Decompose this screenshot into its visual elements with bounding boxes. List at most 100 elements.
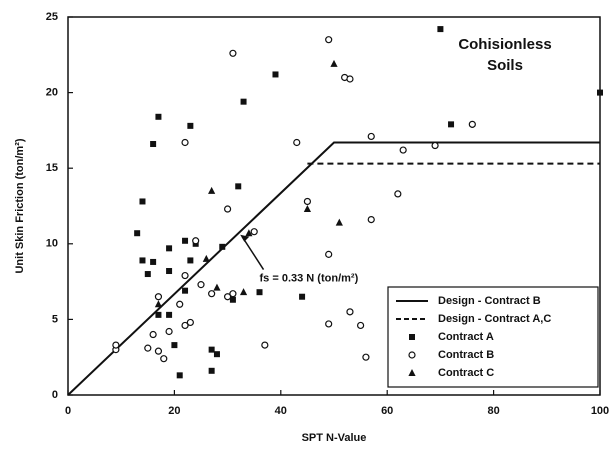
- marker-square: [155, 113, 162, 120]
- marker-circle: [362, 353, 370, 361]
- marker-triangle: [208, 186, 216, 194]
- marker-circle: [367, 216, 375, 224]
- marker-square: [240, 98, 247, 105]
- legend-box: [387, 286, 599, 388]
- marker-square: [182, 237, 189, 244]
- marker-square: [235, 183, 242, 190]
- marker-circle: [160, 355, 168, 363]
- marker-square: [187, 257, 194, 264]
- marker-circle: [468, 120, 476, 128]
- legend-text: Design - Contract B: [438, 295, 541, 307]
- marker-square: [166, 268, 173, 275]
- marker-square: [187, 122, 194, 129]
- legend-marker: [408, 369, 416, 376]
- marker-square: [597, 89, 603, 96]
- marker-square: [437, 26, 444, 33]
- marker-circle: [197, 281, 205, 289]
- marker-square: [171, 342, 178, 349]
- marker-square: [176, 372, 183, 379]
- marker-circle: [325, 250, 333, 258]
- y-tick-label: 10: [46, 238, 58, 250]
- marker-circle: [176, 300, 184, 308]
- marker-square: [144, 271, 151, 278]
- marker-circle: [181, 271, 189, 280]
- x-axis-label: SPT N-Value: [302, 432, 367, 444]
- chart-title: Soils: [487, 57, 523, 74]
- x-tick-label: 40: [275, 405, 287, 417]
- marker-square: [150, 141, 157, 148]
- marker-square: [139, 198, 146, 205]
- plot-frame: [67, 16, 601, 396]
- marker-circle: [303, 197, 311, 206]
- marker-square: [182, 287, 189, 294]
- marker-circle: [399, 146, 407, 154]
- legend-text: Contract C: [438, 367, 494, 379]
- y-tick-label: 0: [52, 389, 58, 401]
- legend-marker: [408, 351, 416, 359]
- annotation-arrow: [241, 236, 265, 270]
- marker-circle: [224, 205, 232, 213]
- marker-circle: [181, 138, 189, 147]
- legend-text: Design - Contract A,C: [438, 313, 551, 325]
- marker-square: [219, 243, 226, 250]
- chart-title: Cohisionless: [458, 36, 551, 53]
- x-tick-label: 0: [65, 405, 71, 417]
- y-tick-label: 25: [46, 11, 58, 23]
- marker-circle: [186, 318, 194, 327]
- marker-square: [213, 351, 220, 358]
- y-tick-label: 20: [46, 87, 58, 99]
- marker-circle: [112, 341, 120, 349]
- marker-circle: [144, 344, 152, 352]
- marker-circle: [293, 138, 301, 147]
- marker-triangle: [154, 300, 163, 308]
- marker-triangle: [239, 288, 248, 296]
- y-axis-label: Unit Skin Friction (ton/m²): [14, 138, 26, 273]
- marker-triangle: [245, 229, 253, 237]
- marker-triangle: [303, 205, 311, 213]
- marker-square: [166, 311, 173, 318]
- marker-square: [299, 293, 306, 300]
- marker-square: [229, 296, 236, 303]
- y-tick-label: 15: [46, 162, 58, 174]
- marker-circle: [154, 293, 163, 301]
- marker-square: [155, 311, 162, 318]
- marker-triangle: [330, 59, 338, 67]
- marker-circle: [325, 320, 333, 328]
- x-tick-label: 80: [487, 405, 499, 417]
- marker-circle: [149, 330, 157, 339]
- marker-square: [166, 245, 173, 252]
- marker-circle: [224, 293, 232, 301]
- marker-square: [139, 257, 146, 264]
- marker-square: [208, 367, 215, 374]
- marker-square: [208, 346, 215, 353]
- marker-circle: [367, 132, 375, 141]
- marker-circle: [346, 308, 354, 316]
- marker-circle: [394, 190, 402, 198]
- y-tick-label: 5: [52, 313, 58, 325]
- marker-square: [256, 289, 263, 296]
- marker-square: [150, 258, 157, 265]
- design-line: [67, 141, 600, 396]
- marker-circle: [229, 290, 237, 298]
- marker-circle: [229, 49, 237, 57]
- marker-triangle: [335, 218, 343, 226]
- legend-marker: [409, 334, 415, 340]
- marker-square: [272, 71, 279, 78]
- marker-triangle: [202, 254, 210, 262]
- legend-text: Contract B: [438, 349, 494, 361]
- x-tick-label: 60: [381, 405, 393, 417]
- marker-circle: [325, 36, 333, 44]
- legend-text: Contract A: [438, 331, 494, 343]
- annotation-arrowhead: [240, 234, 250, 242]
- marker-circle: [154, 347, 163, 355]
- marker-circle: [165, 327, 173, 336]
- marker-circle: [181, 321, 189, 330]
- marker-circle: [250, 228, 258, 236]
- marker-circle: [346, 75, 354, 83]
- marker-triangle: [213, 283, 221, 291]
- annotation: fs = 0.33 N (ton/m²): [260, 272, 359, 284]
- x-tick-label: 20: [168, 405, 180, 417]
- marker-circle: [208, 290, 216, 298]
- marker-square: [134, 230, 141, 237]
